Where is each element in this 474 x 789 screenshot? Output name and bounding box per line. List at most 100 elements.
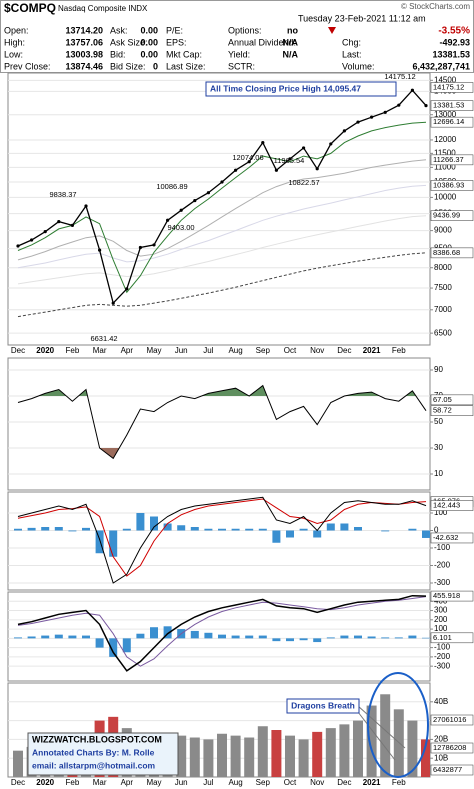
price-point — [152, 243, 156, 247]
volume-bar — [380, 694, 391, 777]
quote-label: Annual Dividend: — [228, 37, 296, 47]
price-annotation: 9838.37 — [49, 190, 76, 199]
histogram-bar — [163, 626, 172, 639]
marker-label: 6.101 — [433, 633, 452, 642]
price-point — [397, 103, 401, 107]
y-tick-label: 8000 — [434, 263, 452, 272]
volume-bar — [353, 720, 363, 777]
marker-label: 58.72 — [433, 406, 452, 415]
histogram-bar — [408, 528, 417, 531]
series-line — [17, 184, 427, 269]
x-tick-label: Dec — [337, 346, 351, 355]
histogram-bar — [177, 525, 186, 531]
volume-bar — [257, 726, 268, 777]
panel-frame — [7, 491, 431, 591]
histogram-bar — [190, 630, 199, 639]
y-tick-label: 30 — [434, 443, 443, 452]
x-tick-label: Feb — [392, 346, 406, 355]
x-tick-label: Dec — [337, 778, 351, 787]
quote-label: Low: — [4, 49, 23, 59]
marker-box — [430, 764, 474, 776]
quote-label: Bid: — [110, 49, 126, 59]
marker-box — [430, 154, 474, 166]
histogram-bar — [27, 636, 36, 639]
quote-value: 0 — [153, 61, 158, 71]
marker-label: 455.918 — [433, 591, 460, 600]
price-annotation: 6631.42 — [90, 334, 117, 343]
price-point — [43, 230, 47, 234]
price-annotation: All Time Closing Price High 14,095.47 — [210, 83, 361, 93]
marker-label: 11266.37 — [433, 155, 464, 164]
quote-label: Last: — [342, 49, 362, 59]
pointer — [357, 711, 396, 761]
marker-label: 8386.68 — [433, 248, 460, 257]
histogram-bar — [14, 637, 22, 639]
x-tick-label: Aug — [228, 346, 242, 355]
price-point — [315, 167, 319, 171]
volume-bar — [325, 728, 336, 777]
email: email: allstarpm@hotmail.com — [32, 760, 156, 770]
quote-value: 0.00 — [140, 37, 158, 47]
marker-label: 14175.12 — [433, 82, 464, 91]
symbol-name: Nasdaq Composite INDX — [58, 4, 148, 13]
price-annotation: 10822.57 — [288, 178, 319, 187]
histogram-bar — [122, 638, 131, 653]
series-line — [17, 594, 427, 672]
histogram-bar — [14, 528, 22, 531]
quote-value: -492.93 — [439, 37, 470, 47]
price-point — [342, 129, 346, 133]
histogram-bar — [313, 638, 322, 643]
marker-box — [430, 247, 474, 259]
annotation-box — [205, 81, 397, 97]
x-tick-label: 2020 — [36, 778, 54, 787]
histogram-bar — [54, 634, 63, 639]
quote-label: Ask: — [110, 25, 128, 35]
x-tick-label: Mar — [93, 346, 107, 355]
y-tick-label: -300 — [434, 661, 451, 670]
volume-bar — [366, 705, 377, 777]
x-tick-label: Mar — [93, 778, 107, 787]
price-point — [234, 168, 238, 172]
series-line — [17, 384, 427, 460]
quote-value: 13003.98 — [65, 49, 103, 59]
quote-label: Volume: — [342, 61, 375, 71]
histogram-bar — [326, 637, 335, 639]
y-tick-label: 10B — [434, 753, 448, 762]
histogram-bar — [381, 530, 390, 532]
histogram-bar — [95, 638, 104, 648]
price-point — [383, 110, 387, 114]
quote-value: 0.00 — [140, 25, 158, 35]
histogram-bar — [218, 528, 226, 531]
histogram-bar — [258, 528, 267, 531]
series-line — [17, 496, 427, 584]
x-tick-label: Apr — [121, 778, 134, 787]
x-tick-label: Aug — [228, 778, 242, 787]
y-tick-label: 0 — [434, 526, 439, 535]
histogram-bar — [150, 516, 158, 531]
price-point — [247, 160, 251, 164]
x-tick-label: Sep — [256, 778, 271, 787]
marker-box — [430, 714, 474, 726]
histogram-bar — [258, 635, 267, 639]
y-tick-label: 50 — [434, 417, 443, 426]
volume-bar — [176, 735, 187, 777]
price-point — [70, 223, 74, 227]
price-point — [329, 142, 333, 146]
histogram-bar — [313, 530, 322, 538]
quote-value: 0.00 — [140, 49, 158, 59]
price-annotation: 11965.54 — [274, 156, 305, 165]
x-tick-label: 2020 — [36, 346, 54, 355]
histogram-bar — [82, 635, 90, 639]
y-tick-label: 300 — [434, 606, 448, 615]
price-point — [356, 120, 360, 124]
histogram-bar — [109, 638, 118, 657]
price-point — [261, 140, 265, 145]
histogram-bar — [136, 633, 145, 639]
histogram-bar — [286, 530, 294, 538]
marker-box — [430, 116, 474, 128]
marker-label: -42.632 — [433, 533, 458, 542]
histogram-bar — [163, 523, 172, 531]
volume-bar — [203, 739, 214, 777]
y-tick-label: 100 — [434, 624, 448, 633]
x-tick-label: Feb — [392, 778, 406, 787]
